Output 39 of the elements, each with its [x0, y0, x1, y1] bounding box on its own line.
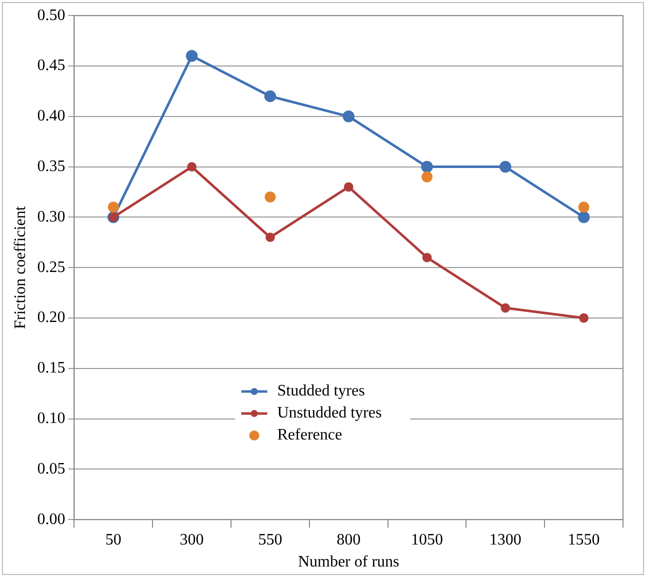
point — [578, 211, 590, 224]
point — [344, 182, 354, 192]
x-tick-label: 550 — [258, 531, 282, 548]
y-tick-label: 0.05 — [37, 460, 66, 478]
x-tick-label: 1300 — [489, 531, 522, 548]
point — [266, 232, 275, 242]
legend-label: Unstudded tyres — [277, 404, 382, 422]
x-tick-label: 1550 — [568, 531, 600, 548]
y-tick-label: 0.00 — [37, 510, 66, 528]
x-tick-label: 50 — [105, 531, 122, 548]
y-tick-label: 0.40 — [37, 108, 66, 125]
y-tick-label: 0.20 — [37, 309, 66, 326]
y-tick-label: 0.45 — [37, 57, 66, 74]
point — [108, 202, 119, 213]
x-tick-label: 800 — [336, 531, 361, 548]
point — [422, 171, 432, 182]
legend-label: Studded tyres — [277, 382, 365, 400]
point — [264, 90, 276, 102]
point — [578, 202, 590, 213]
y-axis-title: Friction coefficient — [12, 206, 29, 329]
point — [264, 192, 276, 203]
y-tick-label: 0.30 — [37, 208, 66, 226]
point — [421, 160, 433, 173]
point — [500, 160, 512, 173]
legend-label: Reference — [277, 426, 342, 444]
point — [500, 303, 510, 313]
x-tick-label: 1050 — [411, 531, 443, 548]
y-tick-label: 0.50 — [37, 6, 66, 24]
y-tick-label: 0.35 — [37, 158, 66, 176]
x-axis-title: Number of runs — [298, 554, 400, 571]
point — [342, 110, 354, 122]
point — [187, 162, 196, 172]
point — [422, 252, 432, 262]
point — [186, 50, 198, 62]
y-tick-label: 0.15 — [37, 360, 66, 377]
y-tick-label: 0.10 — [37, 410, 66, 428]
y-tick-label: 0.25 — [37, 258, 66, 276]
point — [579, 313, 588, 323]
x-tick-label: 300 — [180, 531, 204, 548]
